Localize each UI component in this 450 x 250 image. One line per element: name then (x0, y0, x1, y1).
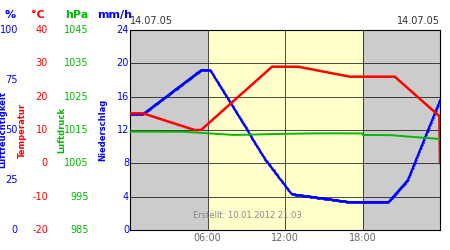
Text: 0: 0 (42, 158, 48, 168)
Text: 0: 0 (12, 225, 18, 235)
Text: °C: °C (31, 10, 45, 20)
Text: %: % (4, 10, 16, 20)
Text: 14.07.05: 14.07.05 (130, 16, 173, 26)
Text: 0: 0 (123, 225, 129, 235)
Text: 4: 4 (123, 192, 129, 202)
Text: 1015: 1015 (64, 125, 89, 135)
Bar (363, 30, 440, 230)
Text: Luftfeuchtigkeit: Luftfeuchtigkeit (0, 92, 8, 168)
Text: 24: 24 (117, 25, 129, 35)
Text: 20: 20 (117, 58, 129, 68)
Text: 1025: 1025 (64, 92, 89, 102)
Text: 985: 985 (71, 225, 89, 235)
Text: 995: 995 (71, 192, 89, 202)
Text: 40: 40 (36, 25, 48, 35)
Text: 1035: 1035 (64, 58, 89, 68)
Bar (207, 30, 363, 230)
Text: 16: 16 (117, 92, 129, 102)
Text: 20: 20 (36, 92, 48, 102)
Text: 12: 12 (117, 125, 129, 135)
Text: 25: 25 (5, 175, 18, 185)
Text: Luftdruck: Luftdruck (58, 107, 67, 153)
Text: 75: 75 (5, 75, 18, 85)
Text: 50: 50 (5, 125, 18, 135)
Text: -20: -20 (32, 225, 48, 235)
Text: 1005: 1005 (64, 158, 89, 168)
Text: Temperatur: Temperatur (18, 102, 27, 158)
Text: Erstellt: 10.01.2012 21:03: Erstellt: 10.01.2012 21:03 (194, 211, 302, 220)
Text: -10: -10 (32, 192, 48, 202)
Text: mm/h: mm/h (98, 10, 132, 20)
Text: hPa: hPa (65, 10, 89, 20)
Text: 14.07.05: 14.07.05 (397, 16, 440, 26)
Text: Niederschlag: Niederschlag (99, 99, 108, 161)
Text: 10: 10 (36, 125, 48, 135)
Text: 100: 100 (0, 25, 18, 35)
Text: 30: 30 (36, 58, 48, 68)
Bar (130, 30, 207, 230)
Text: 1045: 1045 (64, 25, 89, 35)
Text: 8: 8 (123, 158, 129, 168)
